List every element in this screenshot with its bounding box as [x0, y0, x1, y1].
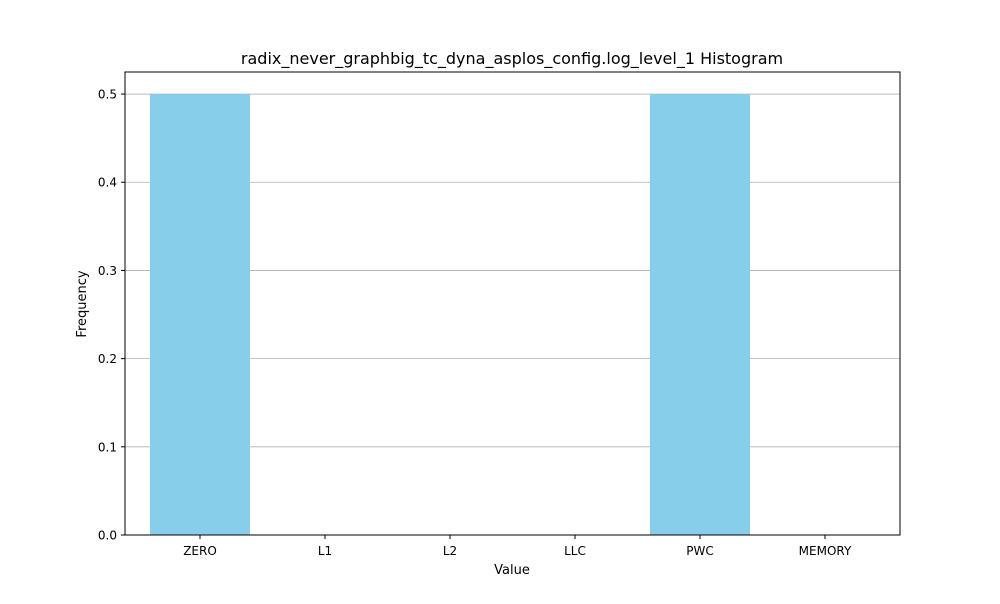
y-axis: 0.0 0.1 0.2 0.3 0.4 0.5 [98, 88, 125, 543]
x-axis-label: Value [494, 563, 530, 578]
x-tick-label: MEMORY [799, 544, 852, 558]
y-axis-label: Frequency [75, 270, 90, 337]
bar-zero [150, 94, 250, 536]
x-tick-label: L1 [318, 544, 332, 558]
x-tick-label: ZERO [183, 544, 217, 558]
x-axis: ZERO L1 L2 LLC PWC MEMORY [183, 535, 852, 558]
y-tick-label: 0.0 [98, 529, 117, 543]
plot-area-frame [124, 71, 901, 536]
y-tick-label: 0.3 [98, 264, 117, 278]
y-tick-label: 0.2 [98, 352, 117, 366]
bars-layer [150, 94, 750, 536]
x-tick-label: L2 [443, 544, 457, 558]
bar-pwc [650, 94, 750, 536]
y-tick-label: 0.5 [98, 88, 117, 102]
y-tick-label: 0.4 [98, 176, 117, 190]
chart-title: radix_never_graphbig_tc_dyna_asplos_conf… [241, 49, 783, 69]
y-tick-label: 0.1 [98, 440, 117, 454]
x-tick-label: PWC [686, 544, 713, 558]
x-tick-label: LLC [564, 544, 586, 558]
